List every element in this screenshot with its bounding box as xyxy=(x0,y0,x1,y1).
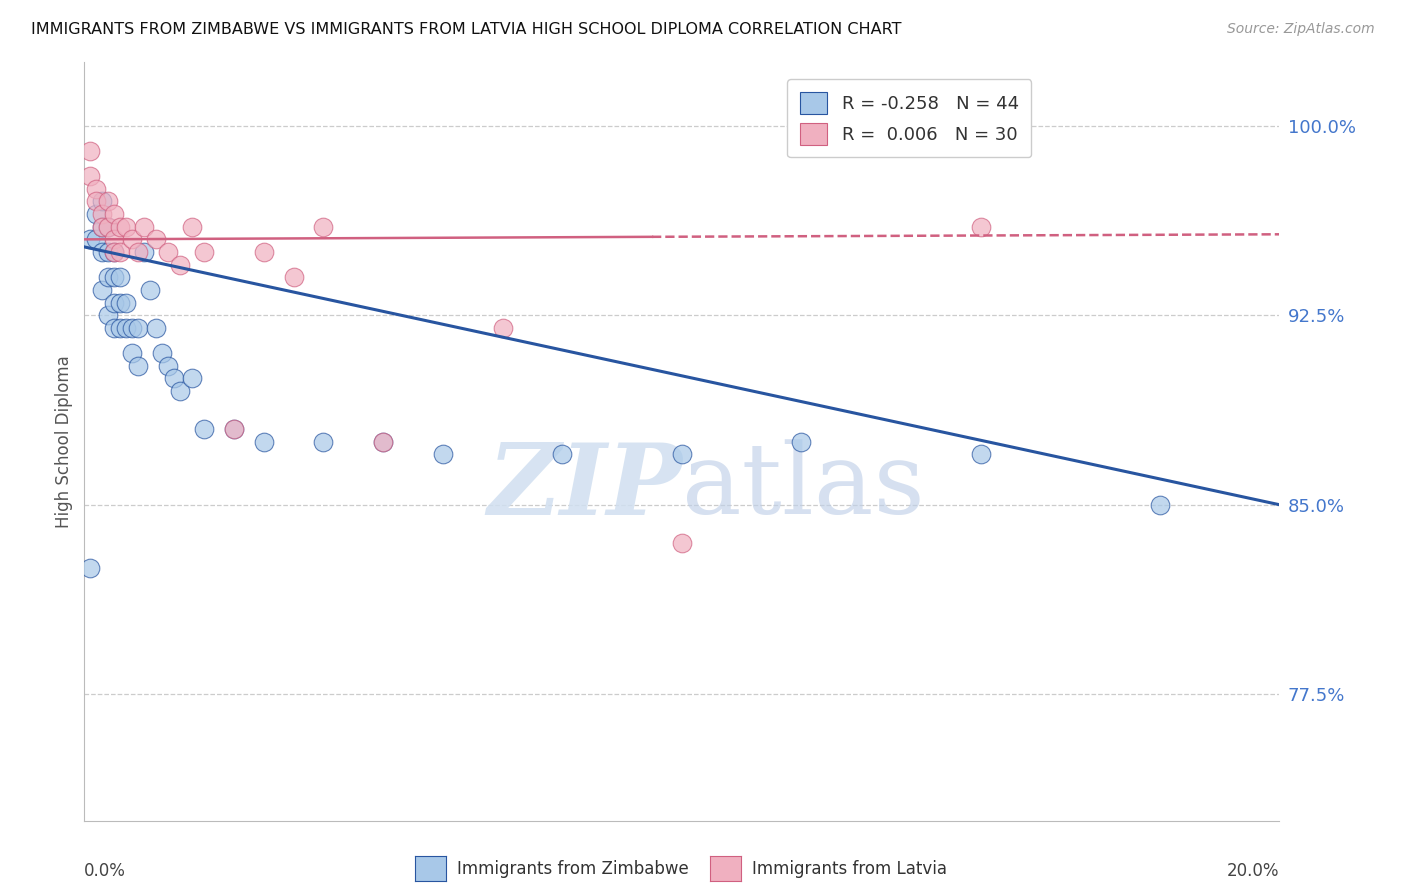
Point xyxy=(86,194,108,209)
Point xyxy=(97,219,120,234)
Point xyxy=(79,561,101,575)
Point xyxy=(91,207,114,221)
Point xyxy=(222,422,245,436)
Point xyxy=(121,232,143,246)
Point xyxy=(181,371,204,385)
Point xyxy=(103,232,125,246)
Point xyxy=(492,320,515,334)
Point xyxy=(79,169,101,183)
Point xyxy=(253,434,276,449)
Point xyxy=(671,447,693,461)
Point xyxy=(150,346,173,360)
Point xyxy=(132,219,156,234)
Point xyxy=(181,219,204,234)
Point xyxy=(169,258,191,272)
Point xyxy=(169,384,191,398)
Point xyxy=(86,232,108,246)
Point xyxy=(91,194,114,209)
Point xyxy=(193,422,215,436)
Text: atlas: atlas xyxy=(682,439,925,535)
Point xyxy=(127,244,149,259)
Y-axis label: High School Diploma: High School Diploma xyxy=(55,355,73,528)
Point xyxy=(193,244,215,259)
Text: Immigrants from Zimbabwe: Immigrants from Zimbabwe xyxy=(457,860,689,878)
Point xyxy=(312,434,335,449)
Point xyxy=(91,244,114,259)
Text: ZIP: ZIP xyxy=(486,439,682,535)
Point xyxy=(373,434,395,449)
Point xyxy=(91,219,114,234)
Point xyxy=(1149,498,1171,512)
Point xyxy=(121,346,143,360)
Point xyxy=(312,219,335,234)
Point xyxy=(91,219,114,234)
Point xyxy=(110,219,132,234)
Point xyxy=(115,295,138,310)
Point xyxy=(115,219,138,234)
Point xyxy=(157,244,180,259)
Point xyxy=(253,244,276,259)
Point xyxy=(432,447,454,461)
Point xyxy=(103,207,125,221)
Point xyxy=(79,232,101,246)
Point xyxy=(110,320,132,334)
Point xyxy=(103,295,125,310)
Point xyxy=(91,283,114,297)
Point xyxy=(222,422,245,436)
Point xyxy=(139,283,162,297)
Point xyxy=(79,144,101,158)
Point xyxy=(97,270,120,285)
Point xyxy=(157,359,180,373)
Point xyxy=(110,270,132,285)
Point xyxy=(127,359,149,373)
Point xyxy=(283,270,305,285)
Point xyxy=(86,207,108,221)
Text: 20.0%: 20.0% xyxy=(1227,863,1279,880)
Point xyxy=(121,320,143,334)
Point xyxy=(145,320,167,334)
Point xyxy=(551,447,574,461)
Point xyxy=(103,320,125,334)
Point xyxy=(115,320,138,334)
Point xyxy=(373,434,395,449)
Point xyxy=(163,371,186,385)
Point xyxy=(86,182,108,196)
Legend: R = -0.258   N = 44, R =  0.006   N = 30: R = -0.258 N = 44, R = 0.006 N = 30 xyxy=(787,79,1032,157)
Point xyxy=(127,320,149,334)
Text: Source: ZipAtlas.com: Source: ZipAtlas.com xyxy=(1227,22,1375,37)
Point xyxy=(145,232,167,246)
Text: IMMIGRANTS FROM ZIMBABWE VS IMMIGRANTS FROM LATVIA HIGH SCHOOL DIPLOMA CORRELATI: IMMIGRANTS FROM ZIMBABWE VS IMMIGRANTS F… xyxy=(31,22,901,37)
Point xyxy=(97,219,120,234)
Point xyxy=(970,219,993,234)
Point xyxy=(110,244,132,259)
Point xyxy=(97,308,120,322)
Point xyxy=(103,244,125,259)
Text: 0.0%: 0.0% xyxy=(84,863,127,880)
Point xyxy=(671,535,693,549)
Point xyxy=(103,244,125,259)
Point xyxy=(790,434,813,449)
Point xyxy=(97,194,120,209)
Point xyxy=(110,295,132,310)
Point xyxy=(970,447,993,461)
Point xyxy=(132,244,156,259)
Text: Immigrants from Latvia: Immigrants from Latvia xyxy=(752,860,948,878)
Point xyxy=(97,244,120,259)
Point xyxy=(103,270,125,285)
